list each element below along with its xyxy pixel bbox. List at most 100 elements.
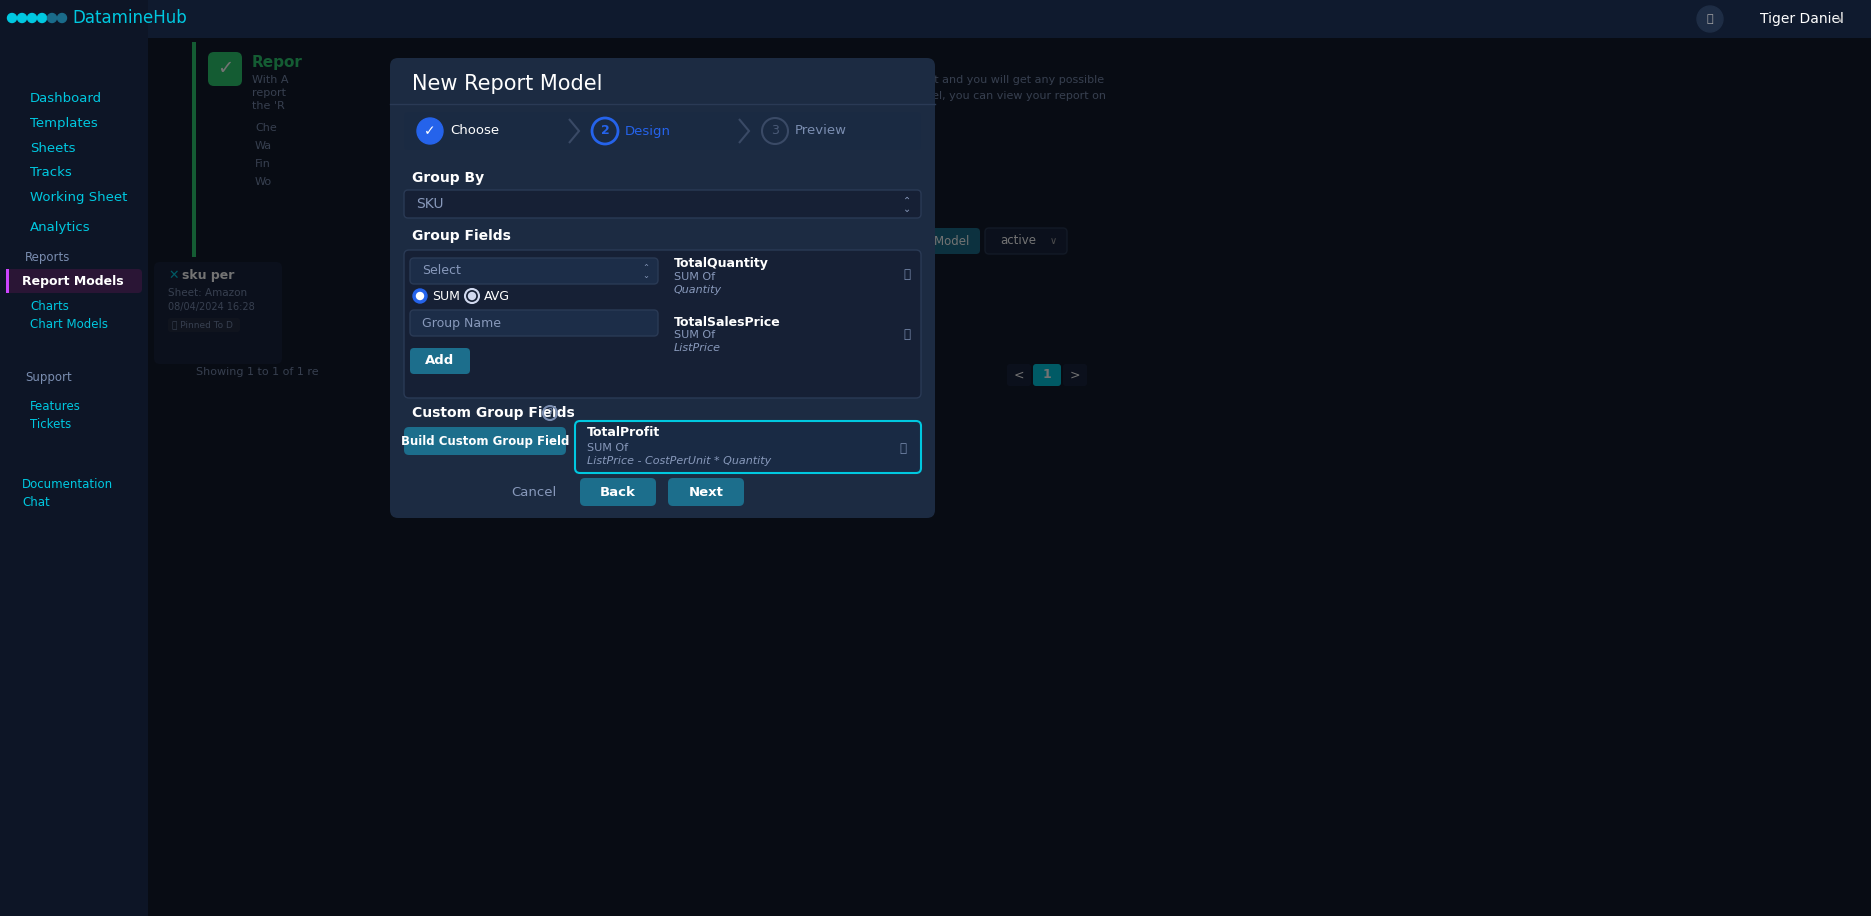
- FancyBboxPatch shape: [984, 228, 1066, 254]
- Text: TotalProfit: TotalProfit: [587, 427, 660, 440]
- Text: Preview: Preview: [795, 125, 848, 137]
- Circle shape: [58, 14, 67, 23]
- Circle shape: [1697, 6, 1723, 32]
- Text: sku per: sku per: [181, 268, 234, 281]
- FancyBboxPatch shape: [838, 228, 980, 254]
- Text: Wo: Wo: [254, 177, 271, 187]
- Bar: [0, 0, 148, 916]
- Text: Add: Add: [425, 354, 455, 367]
- Text: Reports: Reports: [24, 250, 71, 264]
- Text: Tracks: Tracks: [30, 167, 71, 180]
- Text: With A: With A: [253, 75, 288, 85]
- Text: ∨: ∨: [1835, 14, 1845, 24]
- Text: >: >: [1070, 368, 1080, 381]
- FancyBboxPatch shape: [153, 262, 283, 364]
- Text: Charts: Charts: [30, 300, 69, 313]
- Text: Group Name: Group Name: [423, 317, 501, 330]
- Text: ?: ?: [548, 408, 552, 418]
- Text: Templates: Templates: [30, 116, 97, 129]
- FancyBboxPatch shape: [404, 112, 921, 150]
- Text: 08/04/2024 16:28: 08/04/2024 16:28: [168, 302, 254, 312]
- Text: Next: Next: [689, 485, 724, 498]
- FancyBboxPatch shape: [404, 250, 921, 398]
- Text: SUM: SUM: [432, 289, 460, 302]
- Text: active: active: [999, 234, 1037, 247]
- Circle shape: [28, 14, 37, 23]
- FancyBboxPatch shape: [580, 478, 657, 506]
- FancyBboxPatch shape: [668, 478, 745, 506]
- FancyBboxPatch shape: [410, 258, 659, 284]
- Text: Cancel: Cancel: [511, 485, 558, 498]
- Text: Select: Select: [423, 265, 460, 278]
- Text: designer. Follow it and you will get any possible: designer. Follow it and you will get any…: [838, 75, 1104, 85]
- Text: 1: 1: [1042, 368, 1052, 381]
- Text: the 'R: the 'R: [253, 101, 284, 111]
- Text: Sheet: Amazon: Sheet: Amazon: [168, 288, 247, 298]
- Text: ∨: ∨: [1050, 236, 1057, 246]
- Text: 💬: 💬: [1706, 14, 1714, 24]
- Text: TotalQuantity: TotalQuantity: [674, 257, 769, 270]
- Text: DatamineHub: DatamineHub: [71, 9, 187, 27]
- Text: Support: Support: [24, 372, 71, 385]
- Text: Group Fields: Group Fields: [412, 229, 511, 243]
- Text: SKU: SKU: [415, 197, 443, 211]
- Text: SUM Of: SUM Of: [674, 272, 715, 282]
- Text: Wa: Wa: [254, 141, 271, 151]
- Circle shape: [7, 14, 17, 23]
- Circle shape: [37, 14, 47, 23]
- Text: Analytics: Analytics: [30, 222, 90, 234]
- Text: <: <: [1014, 368, 1023, 381]
- Text: Fin: Fin: [254, 159, 271, 169]
- Text: Design: Design: [625, 125, 672, 137]
- Text: ✓: ✓: [217, 60, 234, 79]
- Text: New Report Model: New Report Model: [412, 74, 602, 94]
- FancyBboxPatch shape: [410, 310, 659, 336]
- Text: ⌄: ⌄: [642, 270, 649, 279]
- Text: ListPrice - CostPerUnit * Quantity: ListPrice - CostPerUnit * Quantity: [587, 456, 771, 466]
- Text: 3: 3: [771, 125, 778, 137]
- Text: ⌃: ⌃: [904, 196, 911, 206]
- Text: Choose: Choose: [451, 125, 500, 137]
- Text: Sheets: Sheets: [30, 141, 75, 155]
- FancyBboxPatch shape: [208, 52, 241, 86]
- Text: Back: Back: [601, 485, 636, 498]
- Bar: [193, 42, 196, 257]
- Text: Repor: Repor: [253, 54, 303, 70]
- Circle shape: [417, 292, 423, 300]
- Circle shape: [417, 118, 443, 144]
- Text: ✕: ✕: [168, 268, 178, 281]
- Bar: [148, 0, 1871, 38]
- Text: SUM Of: SUM Of: [674, 330, 715, 340]
- Text: Dashboard: Dashboard: [30, 92, 103, 104]
- FancyBboxPatch shape: [1007, 364, 1031, 386]
- Text: Working Sheet: Working Sheet: [30, 191, 127, 204]
- FancyBboxPatch shape: [410, 348, 470, 374]
- Text: Documentation: Documentation: [22, 477, 112, 490]
- Text: Chat: Chat: [22, 496, 51, 509]
- Text: Tickets: Tickets: [30, 418, 71, 431]
- Circle shape: [17, 14, 26, 23]
- Text: 2: 2: [601, 125, 610, 137]
- Text: Che: Che: [254, 123, 277, 133]
- Text: Quantity: Quantity: [674, 285, 722, 295]
- Circle shape: [413, 289, 427, 303]
- Text: Features: Features: [30, 399, 80, 412]
- Text: Chart Models: Chart Models: [30, 319, 109, 332]
- Text: esigned the model, you can view your report on: esigned the model, you can view your rep…: [838, 91, 1106, 101]
- Text: 📌 Pinned To D: 📌 Pinned To D: [172, 321, 232, 330]
- Text: report: report: [253, 88, 286, 98]
- Text: ListPrice: ListPrice: [674, 343, 720, 353]
- Text: Group By: Group By: [412, 171, 485, 185]
- Circle shape: [47, 14, 56, 23]
- Text: Custom Group Fields: Custom Group Fields: [412, 406, 574, 420]
- Text: ✓: ✓: [425, 124, 436, 138]
- Text: Report Models: Report Models: [22, 275, 123, 288]
- Text: AVG: AVG: [485, 289, 511, 302]
- Text: TotalSalesPrice: TotalSalesPrice: [674, 315, 780, 329]
- FancyBboxPatch shape: [389, 58, 936, 518]
- FancyBboxPatch shape: [404, 190, 921, 218]
- Text: ⌃: ⌃: [642, 264, 649, 272]
- Text: Showing 1 to 1 of 1 re: Showing 1 to 1 of 1 re: [196, 367, 318, 377]
- FancyBboxPatch shape: [6, 269, 142, 293]
- FancyBboxPatch shape: [168, 318, 239, 332]
